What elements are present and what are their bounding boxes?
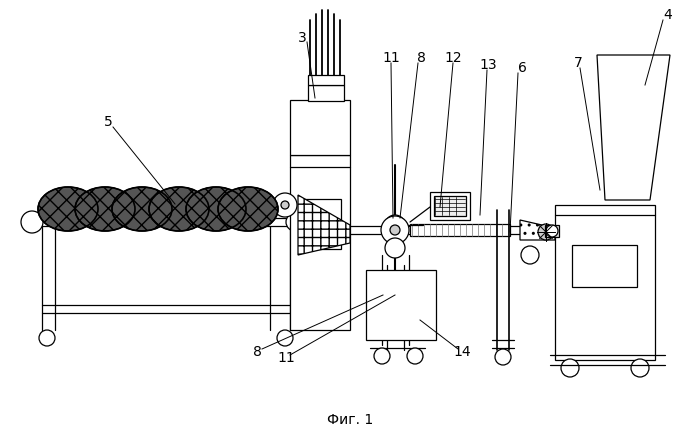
- Circle shape: [561, 359, 579, 377]
- Text: 7: 7: [574, 56, 582, 70]
- Bar: [555, 205, 655, 360]
- Text: 3: 3: [298, 31, 306, 45]
- Circle shape: [281, 201, 289, 209]
- Text: 4: 4: [663, 8, 672, 22]
- Ellipse shape: [218, 187, 278, 231]
- Circle shape: [385, 215, 405, 235]
- Bar: [572, 245, 637, 287]
- Bar: [366, 270, 436, 340]
- Circle shape: [381, 216, 409, 244]
- Circle shape: [39, 330, 55, 346]
- Text: 5: 5: [103, 115, 113, 129]
- Circle shape: [407, 348, 423, 364]
- Bar: [389, 218, 401, 232]
- Circle shape: [273, 193, 297, 217]
- Circle shape: [374, 348, 390, 364]
- Text: 14: 14: [453, 345, 471, 359]
- Circle shape: [390, 225, 400, 235]
- Text: 13: 13: [480, 58, 497, 72]
- Polygon shape: [597, 55, 670, 200]
- Ellipse shape: [112, 187, 172, 231]
- Ellipse shape: [149, 187, 209, 231]
- Circle shape: [631, 359, 649, 377]
- Ellipse shape: [38, 187, 98, 231]
- Text: 8: 8: [417, 51, 426, 65]
- Text: Фиг. 1: Фиг. 1: [327, 413, 373, 427]
- Text: 11: 11: [277, 351, 295, 365]
- Bar: [290, 155, 350, 330]
- Bar: [308, 85, 344, 101]
- Circle shape: [277, 330, 293, 346]
- Text: 12: 12: [444, 51, 462, 65]
- Bar: [410, 224, 510, 236]
- Text: 6: 6: [517, 61, 526, 75]
- Bar: [434, 196, 466, 216]
- Circle shape: [521, 246, 539, 264]
- Bar: [545, 225, 559, 237]
- Bar: [299, 199, 341, 249]
- Circle shape: [538, 224, 554, 240]
- Circle shape: [21, 211, 43, 233]
- Bar: [290, 100, 350, 155]
- Ellipse shape: [186, 187, 246, 231]
- Bar: [308, 75, 344, 85]
- Polygon shape: [298, 195, 350, 255]
- Circle shape: [286, 213, 304, 231]
- Circle shape: [385, 238, 405, 258]
- Text: 11: 11: [382, 51, 400, 65]
- Circle shape: [546, 225, 558, 237]
- Text: 8: 8: [252, 345, 261, 359]
- Ellipse shape: [75, 187, 135, 231]
- Circle shape: [495, 349, 511, 365]
- Bar: [430, 192, 470, 220]
- Polygon shape: [520, 220, 555, 240]
